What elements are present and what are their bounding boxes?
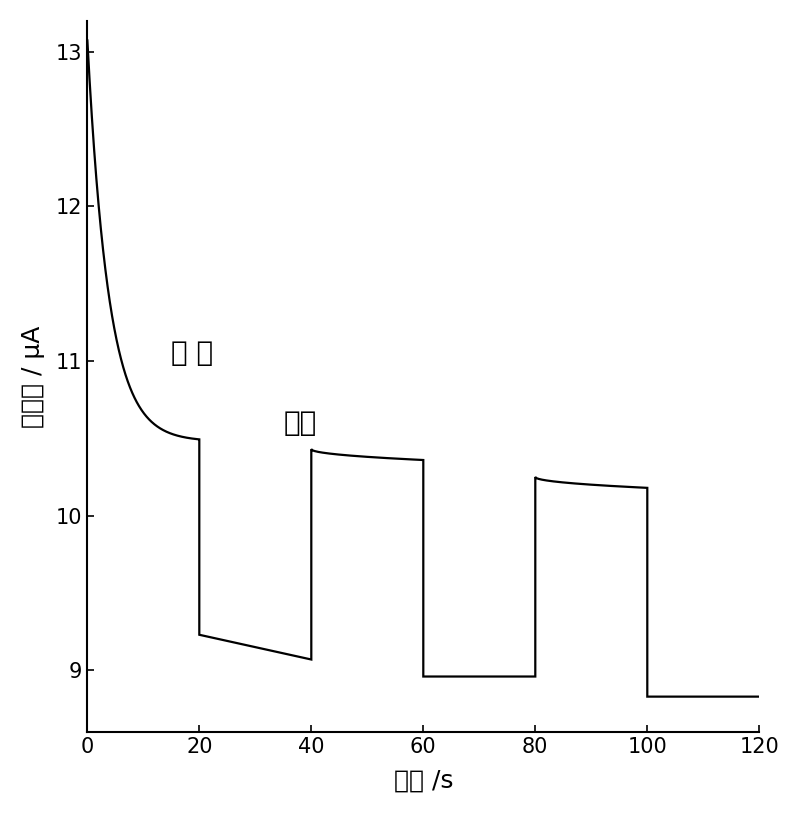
X-axis label: 时间 /s: 时间 /s: [394, 768, 453, 792]
Text: 光照: 光照: [283, 409, 317, 437]
Y-axis label: 光电流 / μA: 光电流 / μA: [21, 325, 45, 428]
Text: 避 光: 避 光: [171, 339, 214, 367]
